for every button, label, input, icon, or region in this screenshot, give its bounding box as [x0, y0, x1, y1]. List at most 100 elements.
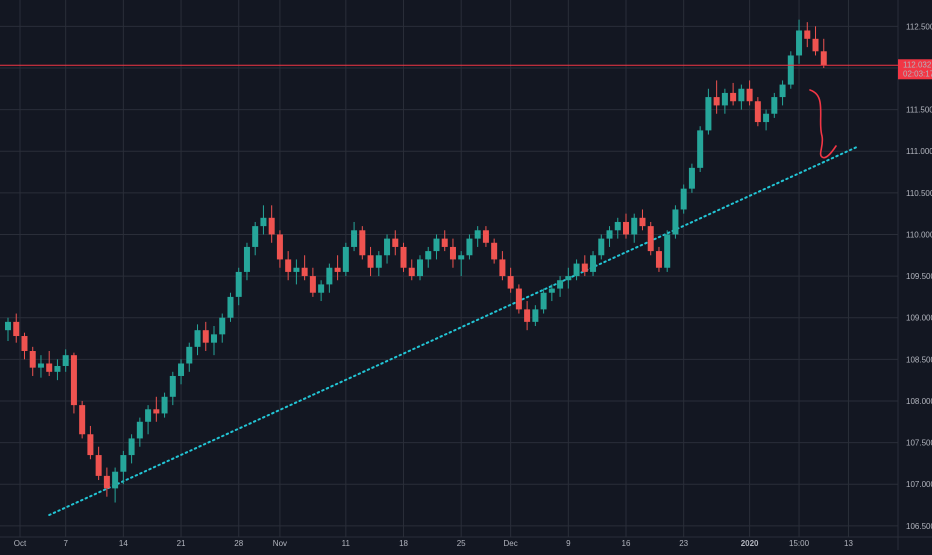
- x-tick-label: 23: [679, 539, 688, 548]
- candle-body: [655, 251, 662, 268]
- candle-body: [688, 167, 695, 189]
- candle-body: [565, 276, 572, 281]
- candle-body: [532, 309, 539, 322]
- y-axis[interactable]: 106.500 107.000 107.500 108.000 108.500 109.0…: [906, 22, 932, 531]
- candle-body: [433, 238, 440, 252]
- candle-body: [441, 238, 448, 247]
- x-tick-label: 18: [399, 539, 408, 548]
- candle-body: [557, 280, 564, 289]
- candle-body: [606, 230, 613, 239]
- candle-body: [268, 217, 275, 235]
- x-tick-label: 25: [457, 539, 466, 548]
- y-tick-label: 108.000: [906, 397, 932, 406]
- candle-body: [5, 321, 11, 331]
- y-tick-label: 106.500: [906, 522, 932, 531]
- y-tick-label: 110.000: [906, 230, 932, 239]
- candle-body: [79, 405, 86, 435]
- candle-body: [169, 375, 176, 397]
- candle-body: [243, 246, 250, 272]
- price-tag-background: [898, 59, 932, 80]
- candle-body: [763, 113, 770, 123]
- x-tick-label: Dec: [504, 539, 518, 548]
- candle-body: [46, 363, 53, 372]
- candle-body: [614, 221, 621, 231]
- candle-body: [351, 230, 358, 247]
- candle-body: [37, 363, 44, 368]
- candle-body: [812, 38, 819, 52]
- candle-body: [787, 55, 794, 85]
- candle-body: [458, 255, 465, 260]
- support-trendline[interactable]: [48, 146, 858, 517]
- candle-body: [95, 455, 102, 476]
- annotation-group[interactable]: [809, 89, 837, 159]
- candle-body: [392, 238, 399, 247]
- candle-body: [309, 276, 316, 293]
- candle-body: [227, 296, 234, 318]
- candle-body: [54, 365, 61, 372]
- candle-body: [334, 267, 341, 272]
- candle-body: [680, 188, 687, 210]
- candle-body: [524, 309, 531, 322]
- candle-body: [796, 30, 803, 56]
- candle-body: [449, 246, 456, 260]
- candle-body: [375, 255, 382, 268]
- candle-body: [21, 336, 28, 352]
- x-tick-label: 7: [63, 539, 68, 548]
- candle-body: [779, 84, 786, 98]
- candle-body: [29, 351, 36, 368]
- candle-body: [62, 355, 69, 366]
- candle-body: [639, 217, 646, 227]
- candle-body: [425, 251, 432, 260]
- candle-body: [285, 259, 292, 272]
- candle-body: [598, 238, 605, 256]
- candle-body: [730, 92, 737, 102]
- candle-body: [301, 267, 308, 277]
- x-tick-label: 16: [622, 539, 631, 548]
- candle-body: [515, 288, 522, 310]
- x-axis[interactable]: Oct 7 14 21 28 Nov 11 18 25 Dec 9 16 23 2020 15:00 13: [14, 539, 854, 548]
- candle-body: [342, 246, 349, 272]
- candle-body: [705, 97, 712, 131]
- candle-body: [318, 284, 325, 293]
- y-tick-label: 107.000: [906, 480, 932, 489]
- y-tick-label: 109.500: [906, 272, 932, 281]
- candle-body: [804, 30, 811, 39]
- candle-body: [178, 363, 185, 376]
- hand-drawn-arrow[interactable]: [809, 89, 837, 159]
- candle-body: [359, 230, 366, 256]
- candle-body: [721, 92, 728, 106]
- candle-body: [153, 409, 160, 414]
- candle-body: [482, 230, 489, 243]
- x-tick-label: 2020: [741, 539, 759, 548]
- candle-body: [664, 234, 671, 268]
- y-tick-label: 109.000: [906, 314, 932, 323]
- candle-body: [417, 259, 423, 277]
- x-tick-label: Oct: [14, 539, 27, 548]
- candle-body: [161, 396, 168, 414]
- candle-body: [491, 242, 498, 260]
- x-tick-label: 15:00: [789, 539, 810, 548]
- x-tick-label: 13: [844, 539, 853, 548]
- candle-body: [235, 271, 242, 297]
- candle-body: [70, 355, 77, 406]
- candle-body: [400, 246, 407, 268]
- y-tick-label: 110.500: [906, 189, 932, 198]
- x-tick-label: Nov: [273, 539, 287, 548]
- candle-body: [746, 88, 753, 102]
- candle-body: [474, 230, 481, 239]
- candle-body: [590, 255, 597, 272]
- candle-body: [820, 51, 827, 66]
- trendline-group[interactable]: [48, 146, 858, 517]
- candle-body: [103, 475, 110, 489]
- candle-body: [631, 217, 638, 235]
- candle-body: [202, 330, 209, 343]
- candle-body: [754, 101, 761, 123]
- candle-body: [540, 292, 547, 310]
- candle-body: [384, 238, 391, 256]
- candle-body: [507, 276, 514, 289]
- candle-body: [367, 255, 374, 268]
- candle-body: [623, 221, 629, 235]
